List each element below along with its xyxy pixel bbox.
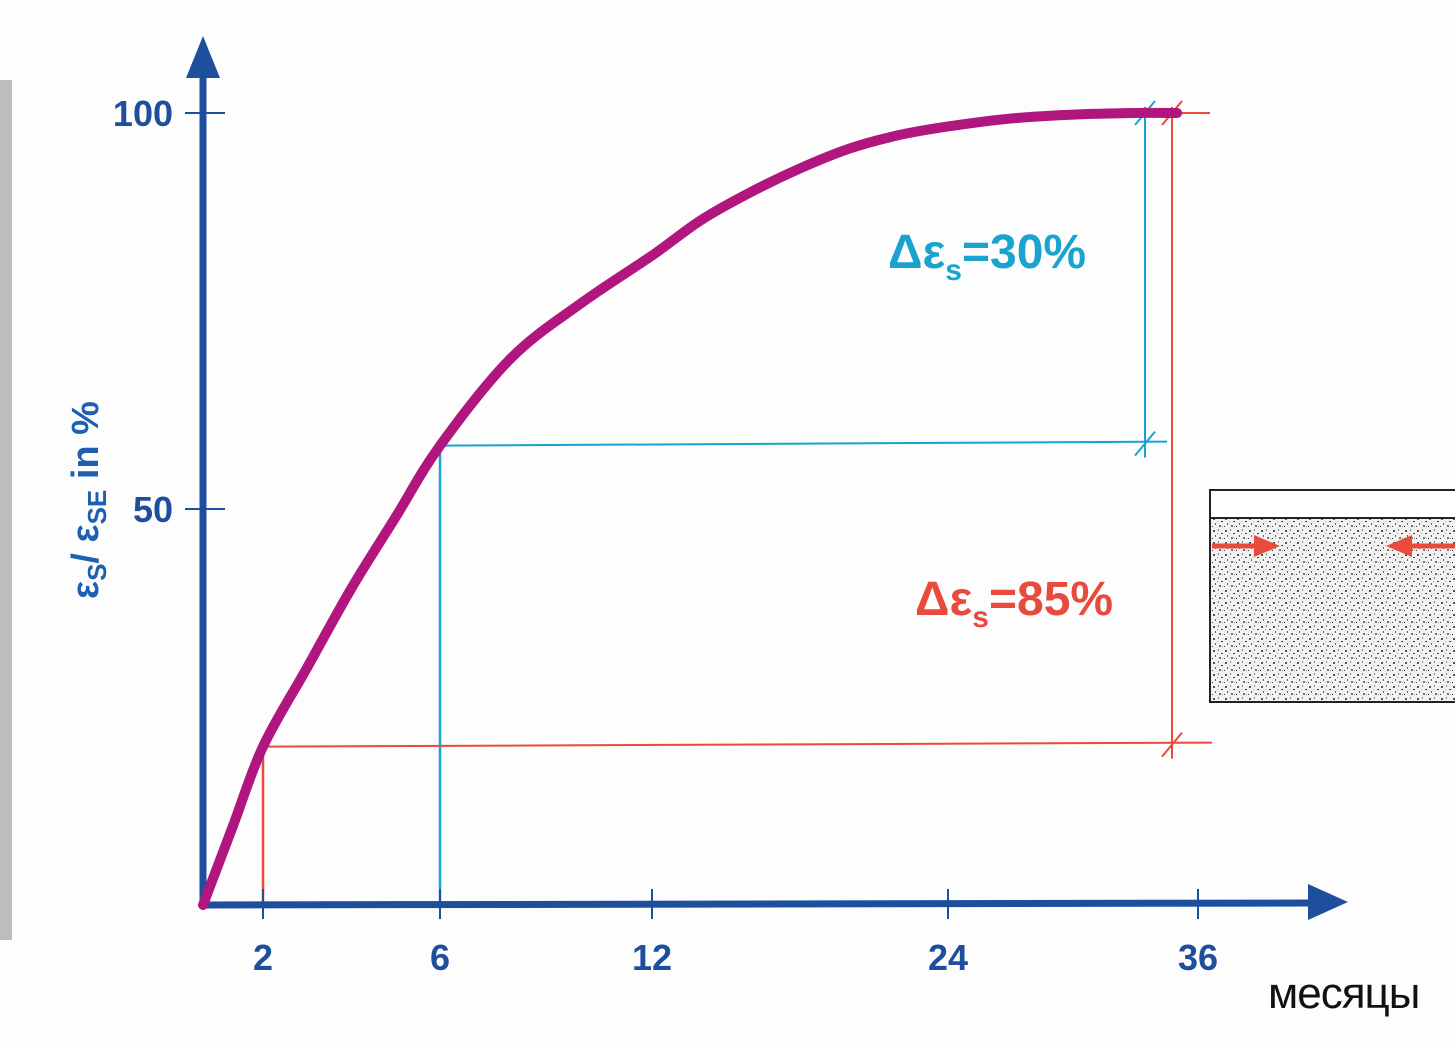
annotation-delta-30-symbol: Δε	[888, 226, 946, 279]
y-label-eps-s: ε	[65, 581, 107, 599]
x-axis-arrowhead	[1308, 884, 1348, 920]
x-tick-label: 6	[430, 937, 450, 978]
specimen-body	[1209, 517, 1455, 703]
axes	[185, 36, 1348, 920]
y-tick-label: 100	[113, 93, 173, 134]
shrinkage-arrow-right	[1386, 535, 1455, 557]
x-tick-labels: 2 6 12 24 36	[253, 937, 1218, 978]
annotation-delta-30-sub: s	[945, 254, 962, 287]
annotation-delta-30-value: =30%	[962, 226, 1086, 279]
shrinkage-arrow-left	[1212, 535, 1280, 557]
y-axis-label: εS/ εSE in %	[65, 401, 112, 599]
y-tick-labels: 50 100	[113, 93, 173, 530]
annotation-delta-30: Δεs=30%	[888, 226, 1086, 287]
x-tick-label: 36	[1178, 937, 1218, 978]
series-line	[198, 107, 1183, 910]
tick-cross	[1134, 430, 1156, 457]
tick-cross	[1161, 731, 1183, 758]
annotation-delta-85: Δεs=85%	[915, 573, 1113, 634]
guide-lines	[261, 100, 1213, 905]
x-axis-label: месяцы	[1268, 969, 1419, 1018]
scan-edge-strip	[0, 80, 12, 940]
guide-horizontal	[439, 440, 1168, 447]
y-label-sub-se: SE	[82, 490, 112, 525]
y-label-slash: /	[65, 542, 107, 563]
y-label-eps-se: ε	[65, 524, 107, 542]
specimen-top-layer	[1209, 489, 1455, 519]
x-tick-label: 2	[253, 937, 273, 978]
x-tick-label: 24	[928, 937, 968, 978]
y-label-tail: in %	[65, 401, 107, 490]
annotation-delta-85-value: =85%	[989, 573, 1113, 626]
y-tick-label: 50	[133, 489, 173, 530]
annotation-delta-85-symbol: Δε	[915, 573, 973, 626]
guide-horizontal	[262, 741, 1213, 748]
annotation-delta-85-sub: s	[972, 601, 989, 634]
x-tick-label: 12	[632, 937, 672, 978]
y-axis-arrowhead	[186, 36, 220, 78]
concrete-specimen-illustration	[1209, 489, 1455, 703]
y-label-sub-s: S	[82, 564, 112, 581]
x-axis-line	[202, 899, 1311, 909]
